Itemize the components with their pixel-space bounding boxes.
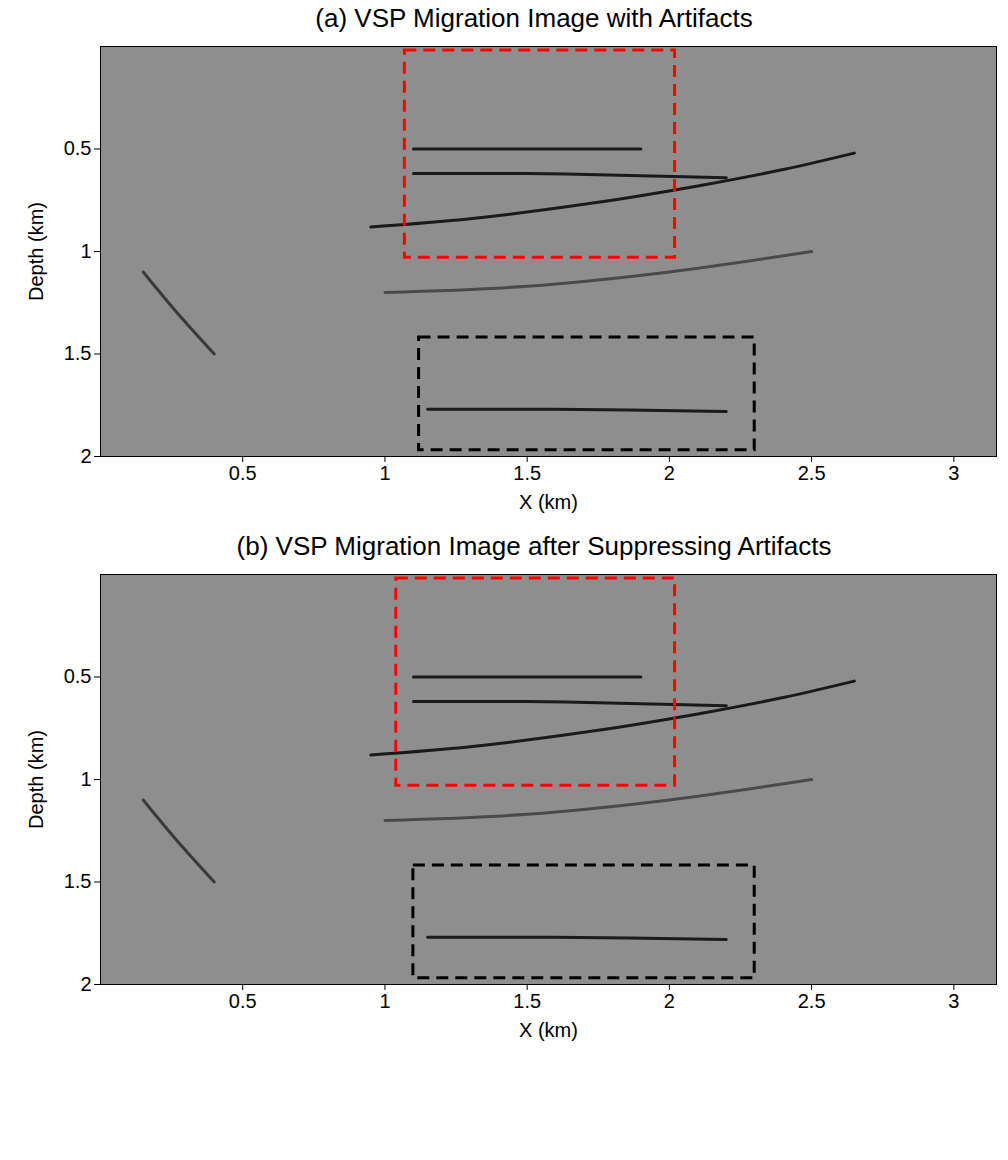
svg-text:X (km): X (km) [519,491,578,513]
svg-text:0.5: 0.5 [229,462,257,484]
svg-text:2.5: 2.5 [798,990,826,1012]
svg-text:0.5: 0.5 [64,665,92,687]
svg-text:0.5: 0.5 [64,137,92,159]
svg-text:0.5: 0.5 [229,990,257,1012]
svg-text:2: 2 [80,445,91,467]
svg-text:1: 1 [80,768,91,790]
svg-text:Depth (km): Depth (km) [25,202,47,301]
svg-text:2: 2 [664,990,675,1012]
svg-text:1.5: 1.5 [513,462,541,484]
svg-text:2: 2 [664,462,675,484]
svg-text:1: 1 [80,240,91,262]
svg-text:X (km): X (km) [519,1019,578,1041]
svg-text:2.5: 2.5 [798,462,826,484]
svg-text:1.5: 1.5 [64,342,92,364]
svg-text:Depth (km): Depth (km) [25,730,47,829]
svg-text:3: 3 [948,462,959,484]
svg-text:1: 1 [379,990,390,1012]
html-text:(a) VSP Migration Image with A: (a) VSP Migration Image with Artifacts [315,3,753,33]
svg-text:1.5: 1.5 [64,870,92,892]
svg-text:3: 3 [948,990,959,1012]
svg-text:1.5: 1.5 [513,990,541,1012]
svg-text:1: 1 [379,462,390,484]
svg-text:2: 2 [80,973,91,995]
html-text:(b) VSP Migration Image after: (b) VSP Migration Image after Suppressin… [236,531,832,561]
